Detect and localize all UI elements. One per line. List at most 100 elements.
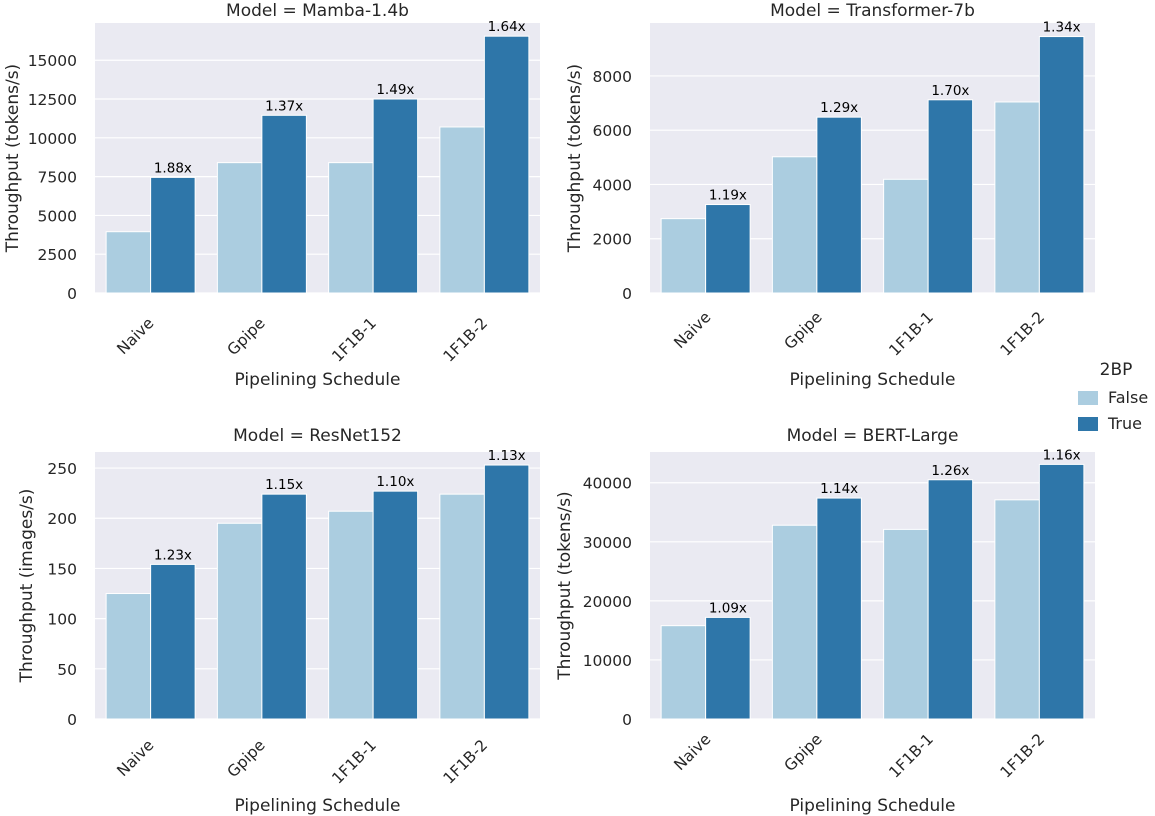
speedup-label: 1.23x — [154, 547, 192, 563]
legend-item-false: False — [1078, 388, 1154, 407]
y-tick-label: 0 — [622, 285, 632, 303]
y-tick-label: 8000 — [593, 68, 632, 86]
speedup-label: 1.13x — [488, 448, 526, 464]
x-axis-label: Pipelining Schedule — [790, 796, 956, 816]
x-tick-label: 1F1B-2 — [440, 314, 491, 365]
x-tick-label: Gpipe — [781, 308, 826, 353]
x-tick-label: 1F1B-1 — [329, 314, 380, 365]
y-tick-label: 4000 — [593, 176, 632, 194]
legend-item-true: True — [1078, 414, 1154, 433]
panel-bert: 0 10000 20000 30000 40000 1.09x 1.14x 1.26x 1.16… — [555, 426, 1095, 816]
legend-swatch-true — [1078, 416, 1098, 431]
y-tick-label: 40000 — [583, 475, 632, 493]
panel-title: Model = Transformer-7b — [770, 1, 975, 21]
speedup-label: 1.34x — [1043, 20, 1081, 36]
y-tick-label: 0 — [622, 711, 632, 729]
x-tick-label: 1F1B-1 — [886, 308, 937, 359]
y-tick-label: 5000 — [38, 207, 77, 225]
y-tick-label: 0 — [67, 285, 77, 303]
y-axis-label: Throughput (tokens/s) — [555, 491, 575, 680]
legend-swatch-false — [1078, 390, 1098, 405]
x-axis-label: Pipelining Schedule — [790, 370, 956, 390]
y-axis-label: Throughput (tokens/s) — [3, 64, 23, 253]
y-tick-label: 2500 — [38, 246, 77, 264]
speedup-label: 1.64x — [488, 19, 526, 35]
bar-true-1f1b-2 — [483, 464, 530, 720]
bar-true-gpipe — [261, 493, 307, 720]
legend: 2BP False True — [1078, 360, 1154, 440]
x-tick-label: Naive — [671, 730, 715, 774]
x-tick-label: 1F1B-1 — [886, 730, 937, 781]
bar-false-gpipe — [216, 162, 263, 294]
speedup-label: 1.37x — [265, 98, 303, 114]
panel-resnet: 0 50 100 150 200 250 1.23x 1.15x 1.10x 1.13x Naive… — [17, 426, 540, 816]
speedup-label: 1.70x — [931, 83, 969, 99]
panel-title: Model = ResNet152 — [233, 426, 402, 446]
y-tick-label: 200 — [47, 510, 77, 528]
x-tick-label: Naive — [114, 736, 158, 780]
speedup-label: 1.19x — [709, 188, 747, 204]
speedup-label: 1.14x — [820, 481, 858, 497]
y-tick-label: 2000 — [593, 231, 632, 249]
speedup-label: 1.26x — [931, 463, 969, 479]
bar-false-1f1b-2 — [994, 101, 1040, 294]
panel-title: Model = BERT-Large — [787, 426, 959, 446]
bar-false-naive — [105, 593, 152, 720]
y-tick-label: 7500 — [38, 169, 77, 187]
y-tick-label: 10000 — [28, 130, 77, 148]
speedup-label: 1.49x — [376, 82, 414, 98]
legend-title: 2BP — [1099, 360, 1133, 380]
x-axis-label: Pipelining Schedule — [235, 796, 401, 816]
bar-false-1f1b-1 — [328, 510, 374, 720]
x-tick-label: 1F1B-2 — [440, 736, 491, 787]
bar-false-1f1b-2 — [439, 493, 485, 720]
y-tick-label: 150 — [47, 560, 77, 578]
speedup-label: 1.09x — [709, 600, 747, 616]
bar-true-1f1b-2 — [483, 35, 530, 294]
bar-true-gpipe — [816, 497, 862, 720]
bar-false-gpipe — [771, 156, 818, 294]
y-tick-label: 15000 — [28, 52, 77, 70]
bar-true-naive — [150, 563, 196, 720]
x-axis-label: Pipelining Schedule — [235, 370, 401, 390]
bar-true-naive — [150, 176, 196, 294]
x-tick-label: 1F1B-1 — [329, 736, 380, 787]
bar-true-1f1b-1 — [372, 490, 419, 720]
y-tick-label: 0 — [67, 711, 77, 729]
y-axis-label: Throughput (images/s) — [17, 489, 37, 684]
bar-false-1f1b-1 — [883, 528, 929, 720]
x-tick-label: Naive — [114, 314, 158, 358]
y-tick-label: 12500 — [28, 91, 77, 109]
bar-false-1f1b-2 — [994, 499, 1040, 720]
x-tick-label: 1F1B-2 — [997, 308, 1048, 359]
y-axis-label: Throughput (tokens/s) — [565, 64, 585, 253]
bar-false-naive — [660, 625, 707, 720]
y-tick-label: 100 — [47, 611, 77, 629]
panel-mamba: 0 2500 5000 7500 10000 12500 15000 1.88x 1.37x 1.… — [3, 1, 540, 390]
speedup-label: 1.16x — [1043, 447, 1081, 463]
speedup-label: 1.15x — [265, 477, 303, 493]
bar-true-1f1b-1 — [372, 98, 419, 294]
bar-true-gpipe — [261, 114, 307, 294]
x-tick-label: Gpipe — [224, 736, 269, 781]
y-tick-label: 50 — [57, 661, 77, 679]
bar-true-1f1b-2 — [1038, 36, 1085, 294]
x-tick-label: Gpipe — [781, 730, 826, 775]
panel-title: Model = Mamba-1.4b — [226, 1, 409, 21]
x-tick-label: Gpipe — [224, 314, 269, 359]
bar-true-1f1b-1 — [927, 99, 974, 294]
y-tick-label: 10000 — [583, 652, 632, 670]
bar-true-naive — [705, 204, 751, 294]
legend-label-true: True — [1108, 414, 1142, 433]
bar-true-1f1b-1 — [927, 479, 974, 720]
bar-false-naive — [660, 218, 707, 294]
bar-true-naive — [705, 616, 751, 720]
bar-false-gpipe — [771, 524, 818, 720]
speedup-label: 1.88x — [154, 160, 192, 176]
speedup-label: 1.29x — [820, 100, 858, 116]
bar-false-naive — [105, 231, 152, 294]
bar-false-gpipe — [216, 522, 263, 720]
y-tick-label: 20000 — [583, 593, 632, 611]
x-tick-label: 1F1B-2 — [997, 730, 1048, 781]
